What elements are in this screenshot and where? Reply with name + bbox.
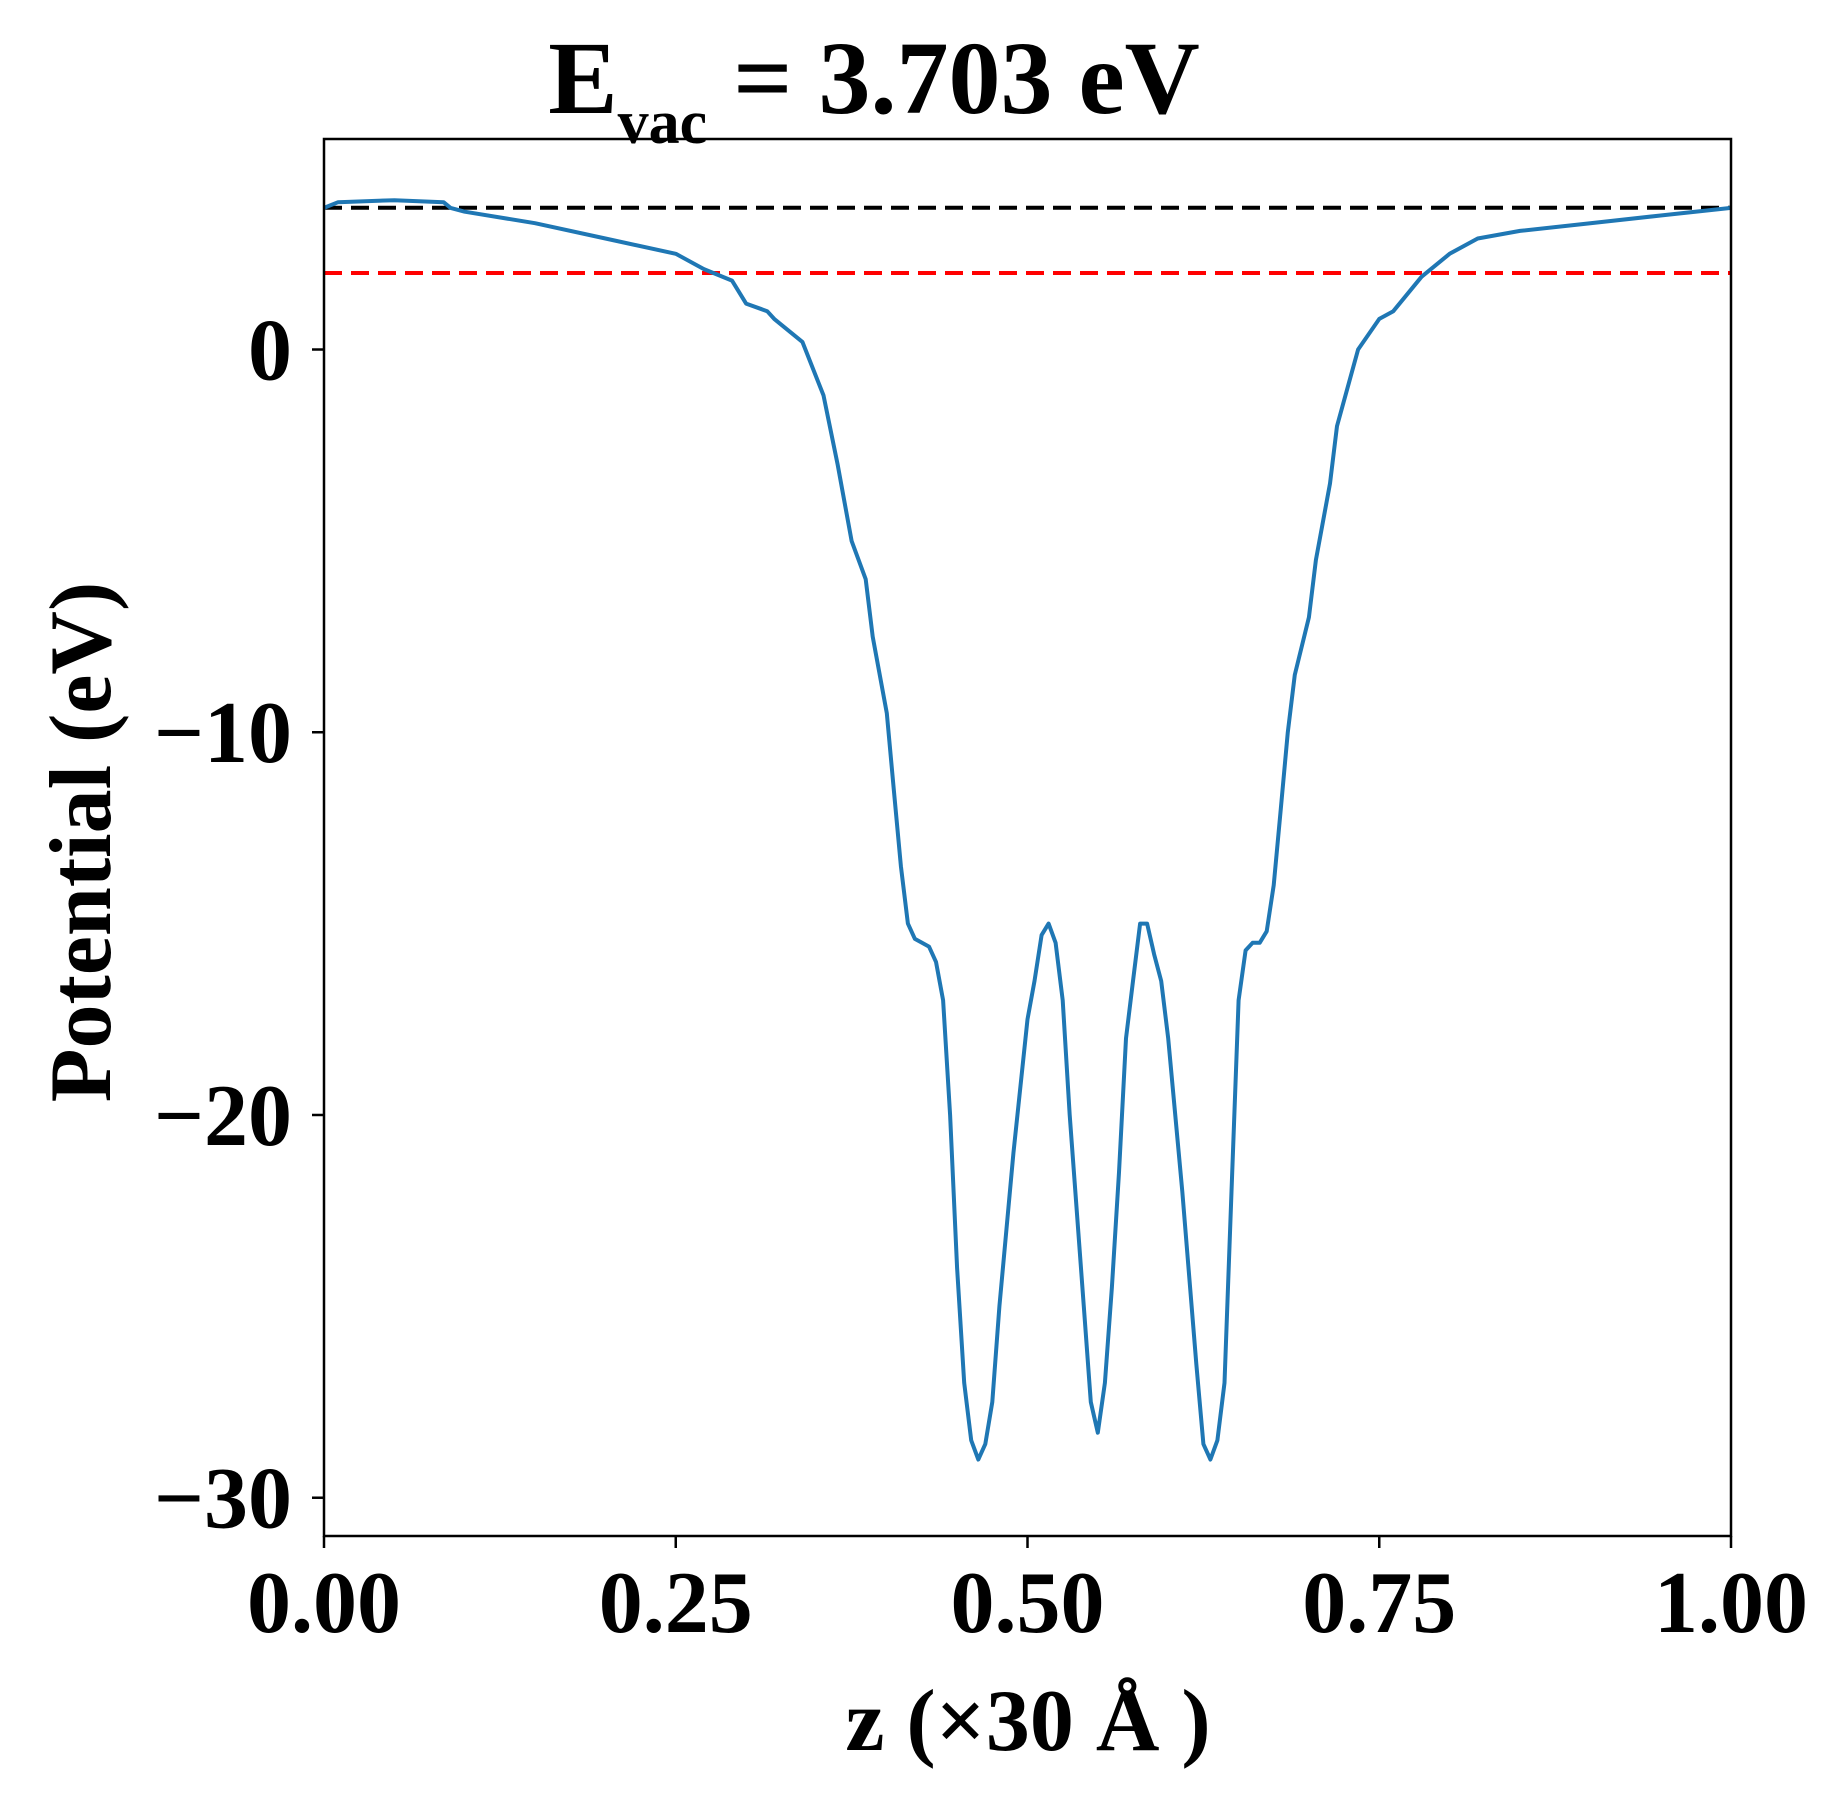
y-tick-label: −30 [154, 1451, 292, 1548]
chart-title-subscript: vac [618, 89, 708, 157]
potential-series-line [323, 198, 1732, 1462]
x-tick-label: 1.00 [1654, 1555, 1808, 1652]
plot-frame [322, 137, 1733, 1538]
y-axis-title: Potential (eV) [33, 582, 130, 1102]
y-axis-ticks: 0 −10 −20 −30 [154, 303, 324, 1548]
chart-title: Evac = 3.703 eV [548, 21, 1199, 157]
x-tick-label: 0.75 [1302, 1555, 1456, 1652]
y-tick-label: 0 [248, 303, 292, 400]
y-tick-label: −20 [154, 1068, 292, 1165]
x-axis-title: z (×30 Å ) [845, 1673, 1210, 1770]
chart-title-main: E [548, 21, 617, 136]
x-tick-label: 0.00 [247, 1555, 401, 1652]
x-tick-label: 0.50 [951, 1555, 1105, 1652]
x-axis-ticks: 0.00 0.25 0.50 0.75 1.00 [247, 1536, 1808, 1652]
reference-lines [324, 205, 1731, 275]
chart-title-rest: = 3.703 eV [707, 21, 1200, 136]
x-tick-label: 0.25 [599, 1555, 753, 1652]
y-tick-label: −10 [154, 685, 292, 782]
